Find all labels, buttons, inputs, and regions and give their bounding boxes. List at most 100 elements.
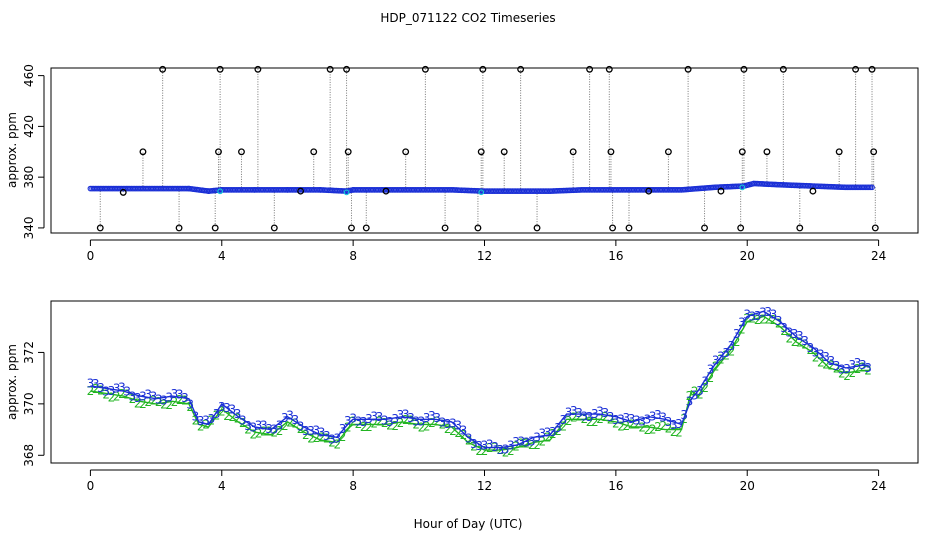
x-tick-label: 24 xyxy=(871,249,886,263)
series-marker-2: 2 xyxy=(418,420,426,434)
series-marker-3: 3 xyxy=(607,410,615,424)
series-marker-2: 2 xyxy=(118,387,126,401)
series-marker-2: 2 xyxy=(806,343,814,357)
x-axis-label: Hour of Day (UTC) xyxy=(414,517,523,531)
series-marker-3: 3 xyxy=(575,406,583,420)
excursion-point xyxy=(684,65,692,73)
excursion-point xyxy=(717,187,725,195)
series-marker-3: 3 xyxy=(423,411,431,425)
top-y-axis-label: approx. ppm xyxy=(5,112,19,188)
excursion-point xyxy=(625,224,633,232)
series-marker-3: 3 xyxy=(654,408,662,422)
series-marker-3: 3 xyxy=(197,414,205,428)
series-marker-3: 3 xyxy=(633,413,641,427)
y-tick-label: 420 xyxy=(22,115,36,138)
series-marker-3: 3 xyxy=(738,315,746,329)
series-marker-3: 3 xyxy=(302,424,310,438)
figure-title: HDP_071122 CO2 Timeseries xyxy=(380,11,555,25)
series-marker-2: 2 xyxy=(381,416,389,430)
series-marker-3: 3 xyxy=(460,424,468,438)
excursion-point xyxy=(477,148,485,156)
series-marker-2: 2 xyxy=(475,444,483,458)
series-marker-2: 2 xyxy=(192,414,200,428)
series-marker-2: 2 xyxy=(234,411,242,425)
series-marker-3: 3 xyxy=(297,420,305,434)
excursion-point xyxy=(344,148,352,156)
series-marker-2: 2 xyxy=(302,428,310,442)
series-marker-2: 2 xyxy=(654,420,662,434)
excursion-point xyxy=(645,187,653,195)
series-marker-3: 3 xyxy=(365,412,373,426)
excursion-point xyxy=(737,224,745,232)
excursion-point xyxy=(870,148,878,156)
series-marker-3: 3 xyxy=(533,431,541,445)
series-marker-3: 3 xyxy=(428,409,436,423)
series-marker-3: 3 xyxy=(691,389,699,403)
series-marker-3: 3 xyxy=(181,391,189,405)
series-marker-2: 2 xyxy=(218,404,226,418)
series-marker-3: 3 xyxy=(397,408,405,422)
series-marker-2: 2 xyxy=(260,424,268,438)
series-marker-2: 2 xyxy=(649,423,657,437)
excursion-point xyxy=(809,187,817,195)
series-marker-2: 2 xyxy=(644,423,652,437)
excursion-point xyxy=(270,224,278,232)
series-marker-2: 2 xyxy=(749,311,757,325)
y-tick-label: 368 xyxy=(22,444,36,467)
series-marker-3: 3 xyxy=(87,376,95,390)
series-marker-2: 2 xyxy=(764,313,772,327)
excursion-point xyxy=(175,224,183,232)
series-marker-3: 3 xyxy=(686,394,694,408)
series-marker-3: 3 xyxy=(554,421,562,435)
series-marker-3: 3 xyxy=(806,341,814,355)
highlight-point xyxy=(478,189,485,196)
x-tick-label: 8 xyxy=(349,249,357,263)
series-marker-2: 2 xyxy=(223,409,231,423)
series-marker-3: 3 xyxy=(581,409,589,423)
series-marker-2: 2 xyxy=(617,420,625,434)
series-marker-2: 2 xyxy=(733,335,741,349)
series-marker-3: 3 xyxy=(475,439,483,453)
series-marker-2: 2 xyxy=(538,434,546,448)
series-marker-3: 3 xyxy=(454,418,462,432)
series-marker-3: 3 xyxy=(318,425,326,439)
top-plot-frame xyxy=(50,67,919,234)
highlight-point xyxy=(739,184,746,191)
series-marker-2: 2 xyxy=(549,427,557,441)
series-marker-2: 2 xyxy=(801,337,809,351)
series-marker-3: 3 xyxy=(223,401,231,415)
excursion-point xyxy=(297,187,305,195)
series-marker-2: 2 xyxy=(108,390,116,404)
series-marker-2: 2 xyxy=(202,418,210,432)
series-marker-2: 2 xyxy=(323,432,331,446)
series-marker-3: 3 xyxy=(339,422,347,436)
series-marker-3: 3 xyxy=(313,423,321,437)
series-marker-3: 3 xyxy=(538,426,546,440)
series-marker-3: 3 xyxy=(129,389,137,403)
series-marker-2: 2 xyxy=(528,438,536,452)
series-marker-2: 2 xyxy=(102,388,110,402)
series-marker-2: 2 xyxy=(707,371,715,385)
series-marker-3: 3 xyxy=(743,308,751,322)
series-marker-3: 3 xyxy=(370,409,378,423)
series-marker-3: 3 xyxy=(113,381,121,395)
series-marker-3: 3 xyxy=(412,415,420,429)
series-marker-3: 3 xyxy=(376,410,384,424)
series-marker-3: 3 xyxy=(202,414,210,428)
series-marker-2: 2 xyxy=(313,431,321,445)
series-marker-2: 2 xyxy=(559,419,567,433)
series-marker-3: 3 xyxy=(785,325,793,339)
series-marker-3: 3 xyxy=(591,407,599,421)
excursion-point xyxy=(216,65,224,73)
series-marker-2: 2 xyxy=(281,419,289,433)
series-marker-2: 2 xyxy=(596,412,604,426)
series-marker-3: 3 xyxy=(249,421,257,435)
series-marker-3: 3 xyxy=(228,402,236,416)
series-marker-2: 2 xyxy=(607,412,615,426)
series-marker-2: 2 xyxy=(544,431,552,445)
excursion-point xyxy=(738,148,746,156)
excursion-point xyxy=(779,65,787,73)
series-marker-2: 2 xyxy=(265,425,273,439)
x-tick-label: 20 xyxy=(740,479,755,493)
series-marker-3: 3 xyxy=(418,415,426,429)
